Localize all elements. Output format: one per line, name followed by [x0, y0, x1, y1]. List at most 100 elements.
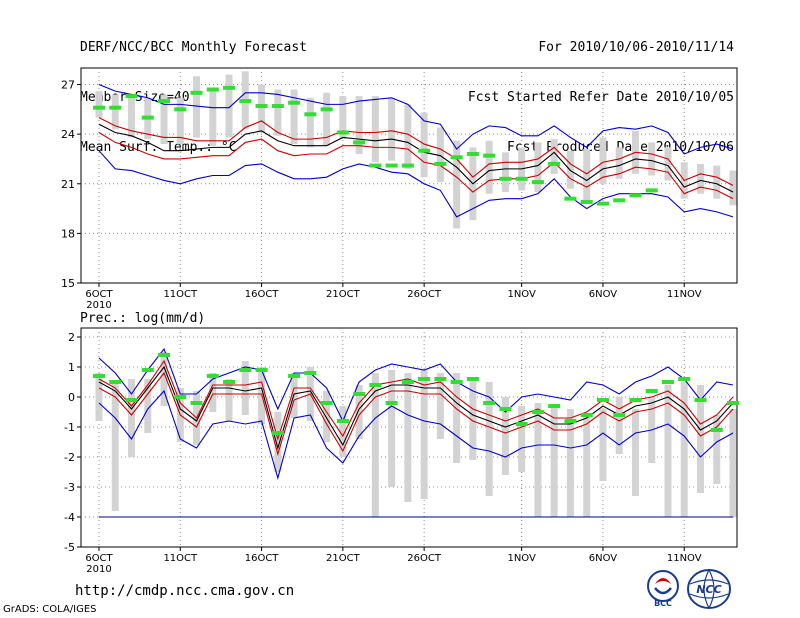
temp-spread-bar: [209, 91, 217, 146]
temp-spread-bar: [128, 94, 136, 138]
precip-spread-bar: [729, 409, 737, 517]
precip-observed-mark: [418, 377, 431, 381]
precip-observed-mark: [466, 377, 479, 381]
precip-observed-mark: [483, 401, 496, 405]
precip-spread-bar: [371, 373, 379, 517]
precip-observed-mark: [206, 374, 219, 378]
temp-observed-mark: [418, 148, 431, 153]
precip-spread-bar: [241, 361, 249, 415]
ncc-logo-text: NCC: [696, 583, 721, 596]
precip-observed-mark: [515, 422, 528, 426]
temp-spread-bar: [95, 91, 103, 118]
temp-xtick-label: 16OCT: [245, 289, 280, 300]
precip-observed-mark: [109, 380, 122, 384]
precip-spread-bar: [583, 415, 591, 517]
temp-spread-bar: [713, 165, 721, 199]
precip-spread-bar: [501, 397, 509, 475]
precip-xtick-label: 11NOV: [667, 553, 702, 564]
precip-observed-mark: [369, 383, 382, 387]
precip-xtick-label: 11OCT: [163, 553, 198, 564]
precip-spread-bar: [144, 379, 152, 433]
temp-spread-bar: [485, 140, 493, 194]
precip-spread-bar: [566, 409, 574, 517]
precip-ytick-label: -3: [64, 481, 75, 494]
temp-spread-bar: [550, 139, 558, 174]
precip-ytick-label: -1: [64, 421, 75, 434]
precip-observed-mark: [564, 419, 577, 423]
temp-spread-bar: [111, 94, 119, 130]
temp-observed-mark: [483, 153, 496, 158]
temp-spread-bar: [615, 147, 623, 179]
footer-url[interactable]: http://cmdp.ncc.cma.gov.cn: [75, 583, 295, 599]
temp-observed-mark: [629, 193, 642, 198]
precip-series-line: [98, 365, 734, 451]
temp-ytick-label: 24: [61, 128, 75, 141]
precip-spread-bar: [664, 385, 672, 517]
temp-observed-mark: [434, 161, 447, 166]
precip-spread-bar: [420, 370, 428, 499]
forecast-period: For 2010/10/06-2010/11/14: [538, 40, 734, 55]
precip-ytick-label: -4: [64, 511, 75, 524]
temp-xtick-label: 6OCT: [85, 289, 113, 300]
temp-observed-mark: [353, 140, 366, 145]
precip-xtick-label: 26OCT: [407, 553, 442, 564]
precip-spread-bar: [631, 409, 639, 496]
temp-xtick-label: 11OCT: [163, 289, 198, 300]
temp-spread-bar: [290, 89, 298, 145]
precip-ytick-label: -5: [64, 541, 75, 554]
temp-spread-bar: [696, 163, 704, 194]
temp-spread-bar: [501, 152, 509, 193]
temp-observed-mark: [466, 152, 479, 156]
temp-xtick-label: 26OCT: [407, 289, 442, 300]
precip-spread-bar: [388, 370, 396, 487]
temp-year-label: 2010: [86, 300, 111, 311]
precip-observed-mark: [401, 380, 414, 384]
temp-observed-mark: [255, 104, 268, 109]
temp-ytick-label: 21: [61, 178, 75, 191]
precipitation-chart: 6OCT 11OCT 16OCT 21OCT 26OCT 1NOV 6NOV 11NOV201…: [64, 327, 739, 575]
temp-spread-bar: [534, 142, 542, 193]
precip-spread-bar: [485, 382, 493, 496]
precip-observed-mark: [125, 398, 138, 402]
fcst-started-date: Fcst Started Refer Date 2010/10/05: [467, 90, 734, 105]
temp-observed-mark: [158, 99, 171, 104]
precip-spread-bar: [696, 385, 704, 493]
temp-spread-bar: [583, 149, 591, 204]
precip-spread-bar: [436, 373, 444, 439]
temp-spread-bar: [274, 89, 282, 136]
temp-observed-mark: [596, 201, 609, 206]
precip-spread-bar: [209, 373, 217, 412]
temp-observed-mark: [515, 176, 528, 181]
temp-series-line: [98, 132, 734, 200]
precip-observed-mark: [223, 380, 236, 384]
temp-frame: [80, 67, 738, 284]
precip-observed-mark: [548, 404, 561, 408]
precip-ytick-label: 1: [68, 361, 75, 374]
temp-spread-bar: [193, 76, 201, 138]
precip-ytick-label: 2: [68, 331, 75, 344]
bcc-logo: BCC: [647, 570, 679, 608]
precip-spread-bar: [713, 415, 721, 484]
forecast-title: DERF/NCC/BCC Monthly Forecast: [80, 40, 307, 55]
bcc-logo-flame: [655, 578, 671, 584]
precip-observed-mark: [239, 368, 252, 372]
temp-spread-bar: [388, 97, 396, 161]
precip-observed-mark: [629, 398, 642, 402]
temperature-chart: 6OCT 11OCT 16OCT 21OCT 26OCT 1NOV 6NOV 11NOV 201…: [61, 67, 738, 311]
precip-spread-bar: [323, 391, 331, 442]
precip-observed-mark: [158, 353, 171, 357]
precip-xtick-label: 6OCT: [85, 553, 113, 564]
precip-observed-mark: [174, 395, 187, 399]
temp-xtick-label: 6NOV: [589, 289, 618, 300]
temp-spread-bar: [339, 96, 347, 140]
ncc-logo: NCC: [687, 569, 731, 609]
precip-observed-mark: [434, 377, 447, 381]
temp-observed-mark: [125, 94, 138, 99]
temp-observed-mark: [141, 115, 154, 120]
precip-observed-mark: [336, 419, 349, 423]
temp-observed-mark: [174, 107, 187, 112]
bcc-logo-ring: [647, 570, 679, 602]
temp-spread-bar: [306, 97, 314, 148]
precip-spread-bar: [453, 373, 461, 463]
precip-spread-bar: [680, 382, 688, 517]
